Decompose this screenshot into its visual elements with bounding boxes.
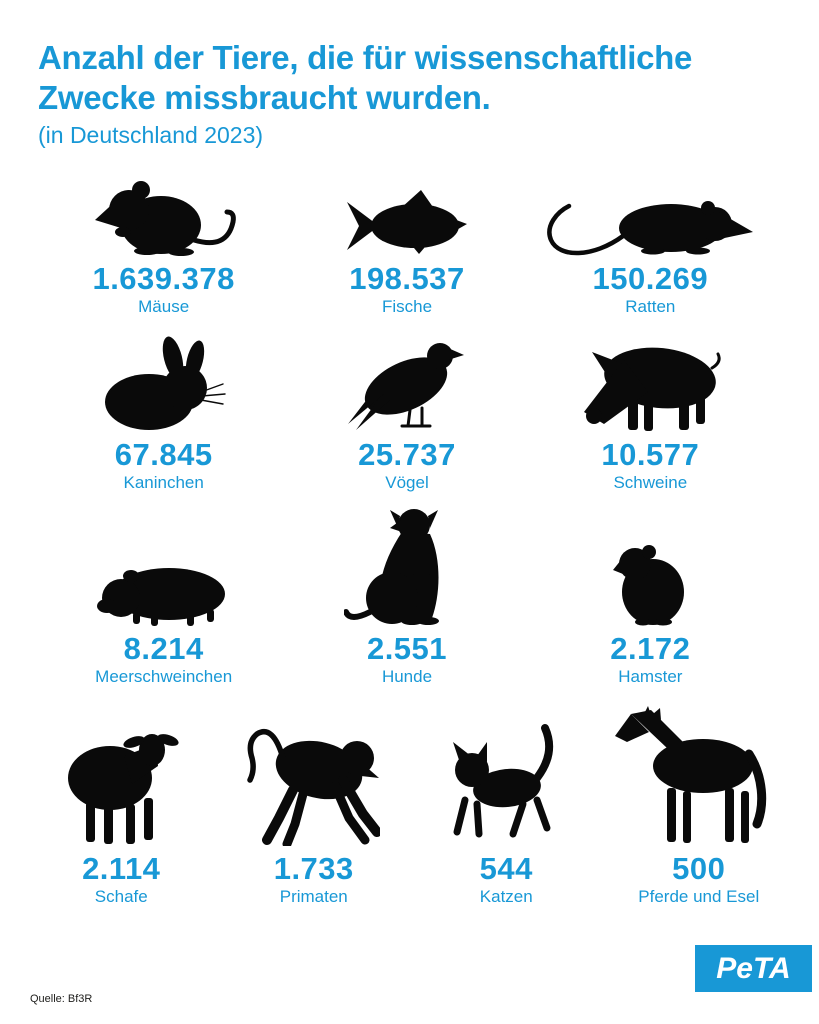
stat-value: 10.577 (601, 437, 700, 472)
stat-value: 8.214 (123, 631, 204, 666)
horse-icon (614, 706, 783, 846)
stat-label: Katzen (479, 887, 533, 906)
stat-guinea-pigs: 8.214 Meerschweinchen (42, 506, 285, 688)
stat-value: 2.172 (610, 631, 691, 666)
bird-icon (347, 336, 466, 432)
row-4: 2.114 Schafe (25, 706, 795, 908)
stat-pigs: 10.577 Schweine (529, 336, 772, 494)
hamster-icon (607, 506, 693, 626)
stat-horses: 500 Pferde und Esel (603, 706, 796, 908)
stat-value: 1.639.378 (92, 261, 235, 296)
stat-label: Meerschweinchen (95, 667, 233, 686)
cat-icon (445, 706, 567, 846)
dog-icon (343, 506, 470, 626)
stat-label: Hamster (618, 667, 683, 686)
fish-icon (343, 180, 471, 256)
stat-value: 1.733 (273, 851, 354, 886)
stat-value: 25.737 (358, 437, 456, 472)
peta-logo: PeTA (695, 945, 812, 992)
rabbit-icon (101, 336, 227, 432)
stat-value: 2.551 (366, 631, 448, 666)
stat-cats: 544 Katzen (410, 706, 603, 908)
stat-birds: 25.737 Vögel (285, 336, 528, 494)
stat-sheep: 2.114 Schafe (25, 706, 218, 908)
row-2: 67.845 Kaninchen (42, 336, 772, 494)
stat-label: Kaninchen (123, 473, 204, 492)
stat-label: Hunde (381, 667, 433, 686)
stat-label: Vögel (385, 473, 429, 492)
stat-hamsters: 2.172 Hamster (529, 506, 772, 688)
stat-mice: 1.639.378 Mäuse (42, 180, 285, 318)
stat-label: Mäuse (138, 297, 190, 316)
page-title: Anzahl der Tiere, die für wissenschaftli… (38, 39, 693, 116)
pig-icon (576, 336, 724, 432)
stat-value: 67.845 (114, 437, 213, 472)
source-text: Quelle: Bf3R (30, 993, 93, 1005)
stat-label: Schafe (94, 887, 148, 906)
page-subtitle: (in Deutschland 2023) (38, 122, 264, 148)
peta-logo-text: PeTA (716, 951, 791, 985)
stat-label: Ratten (625, 297, 676, 316)
stat-label: Pferde und Esel (638, 887, 760, 906)
mouse-icon (89, 180, 239, 256)
stat-value: 500 (672, 851, 726, 886)
stat-rabbits: 67.845 Kaninchen (42, 336, 285, 494)
stat-rats: 150.269 Ratten (529, 180, 772, 318)
stat-value: 544 (479, 851, 533, 886)
stat-fish: 198.537 Fische (285, 180, 528, 318)
guinea-pig-icon (95, 506, 233, 626)
stat-primates: 1.733 Primaten (218, 706, 411, 908)
stat-label: Schweine (613, 473, 688, 492)
stat-value: 2.114 (82, 851, 161, 886)
row-3: 8.214 Meerschweinchen (42, 506, 772, 688)
stat-value: 150.269 (592, 261, 709, 296)
stat-label: Fische (381, 297, 433, 316)
stat-value: 198.537 (349, 261, 465, 296)
row-1: 1.639.378 Mäuse 198.537 Fische (42, 180, 772, 318)
stat-dogs: 2.551 Hunde (285, 506, 528, 688)
sheep-icon (62, 706, 180, 846)
primate-icon (247, 706, 381, 846)
stat-label: Primaten (279, 887, 348, 906)
rat-icon (543, 180, 758, 256)
